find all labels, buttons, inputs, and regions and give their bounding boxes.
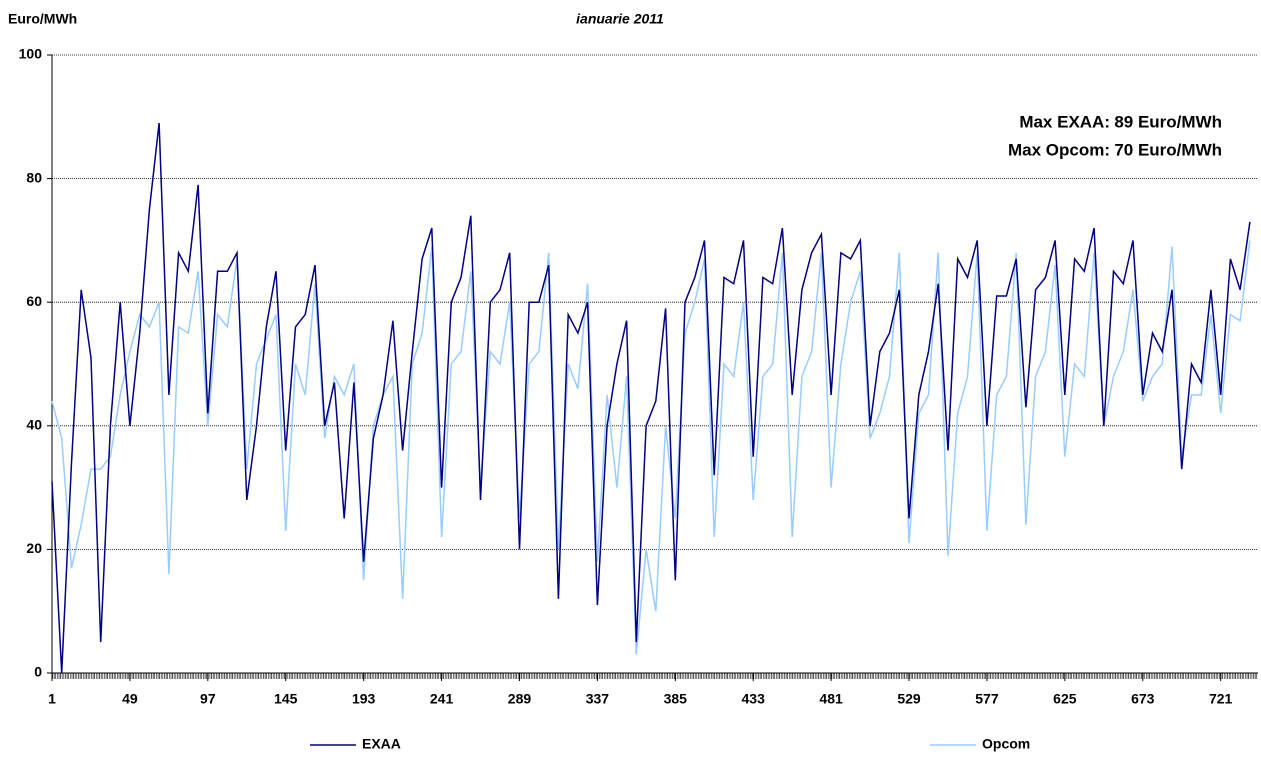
- legend-label: EXAA: [362, 736, 401, 752]
- x-tick-label: 241: [430, 691, 454, 707]
- x-tick-label: 1: [48, 691, 56, 707]
- line-series: [51, 122, 1251, 674]
- x-tick-label: 385: [664, 691, 688, 707]
- x-tick-label: 673: [1131, 691, 1155, 707]
- y-tick-label: 20: [26, 540, 42, 556]
- x-tick-label: 721: [1209, 691, 1233, 707]
- y-tick-label: 100: [19, 46, 43, 62]
- x-tick-label: 145: [274, 691, 298, 707]
- y-tick-label: 0: [34, 664, 42, 680]
- x-tick-label: 193: [352, 691, 376, 707]
- x-tick-label: 529: [897, 691, 921, 707]
- y-tick-label: 80: [26, 169, 42, 185]
- y-tick-label: 40: [26, 417, 42, 433]
- y-tick-label: 60: [26, 293, 42, 309]
- x-tick-label: 97: [200, 691, 216, 707]
- legend-label: Opcom: [982, 736, 1030, 752]
- x-tick-label: 577: [975, 691, 999, 707]
- x-tick-label: 49: [122, 691, 138, 707]
- annotation-text: 70 Euro/MWh: [1114, 140, 1222, 159]
- x-tick-label: 625: [1053, 691, 1077, 707]
- annotation-label: Max EXAA:: [1019, 112, 1110, 131]
- annotation-text: 89 Euro/MWh: [1114, 112, 1222, 131]
- chart-title: ianuarie 2011: [576, 11, 664, 27]
- x-tick-label: 337: [586, 691, 610, 707]
- annotation-label: Max Opcom:: [1008, 140, 1110, 159]
- line-series: [51, 240, 1251, 655]
- y-axis-label: Euro/MWh: [8, 11, 77, 27]
- x-tick-label: 433: [742, 691, 766, 707]
- x-tick-label: 481: [819, 691, 843, 707]
- minor-ticks: [52, 673, 1258, 679]
- x-tick-label: 289: [508, 691, 532, 707]
